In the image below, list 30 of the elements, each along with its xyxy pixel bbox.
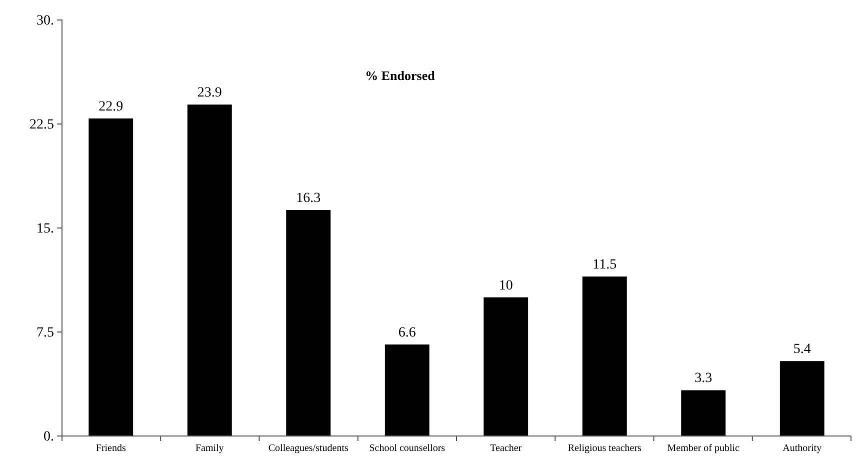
data-label: 16.3 xyxy=(296,190,321,206)
data-label: 3.3 xyxy=(694,371,712,386)
y-tick-label: 22.5 xyxy=(30,117,54,132)
x-tick-label: Colleagues/students xyxy=(268,443,348,454)
x-tick-label: Friends xyxy=(96,443,126,454)
bar xyxy=(88,118,134,436)
data-label: 5.4 xyxy=(793,342,811,358)
bar xyxy=(484,297,528,436)
y-tick-label: 30. xyxy=(36,13,54,28)
data-label: 22.9 xyxy=(98,99,124,114)
y-tick-label: 15. xyxy=(36,221,54,236)
y-tick-label: 0. xyxy=(44,429,54,444)
x-tick-label: Teacher xyxy=(490,443,522,454)
x-tick-label: Religious teachers xyxy=(568,443,642,454)
x-tick-label: Authority xyxy=(782,443,822,454)
bar xyxy=(780,361,824,436)
bar xyxy=(681,390,726,436)
data-label: 6.6 xyxy=(398,325,416,340)
data-label: 11.5 xyxy=(592,258,617,273)
text: % Endorsed xyxy=(365,68,436,83)
data-label: 10 xyxy=(498,278,513,294)
data-label: 23.9 xyxy=(197,86,222,101)
x-tick-label: School counsellors xyxy=(369,443,446,454)
x-tick-label: Family xyxy=(195,443,224,454)
bar xyxy=(582,276,627,436)
bar xyxy=(286,210,331,436)
y-tick-label: 7.5 xyxy=(36,325,54,340)
bar xyxy=(187,104,232,436)
x-tick-label: Member of public xyxy=(667,443,740,454)
bar xyxy=(384,344,430,436)
